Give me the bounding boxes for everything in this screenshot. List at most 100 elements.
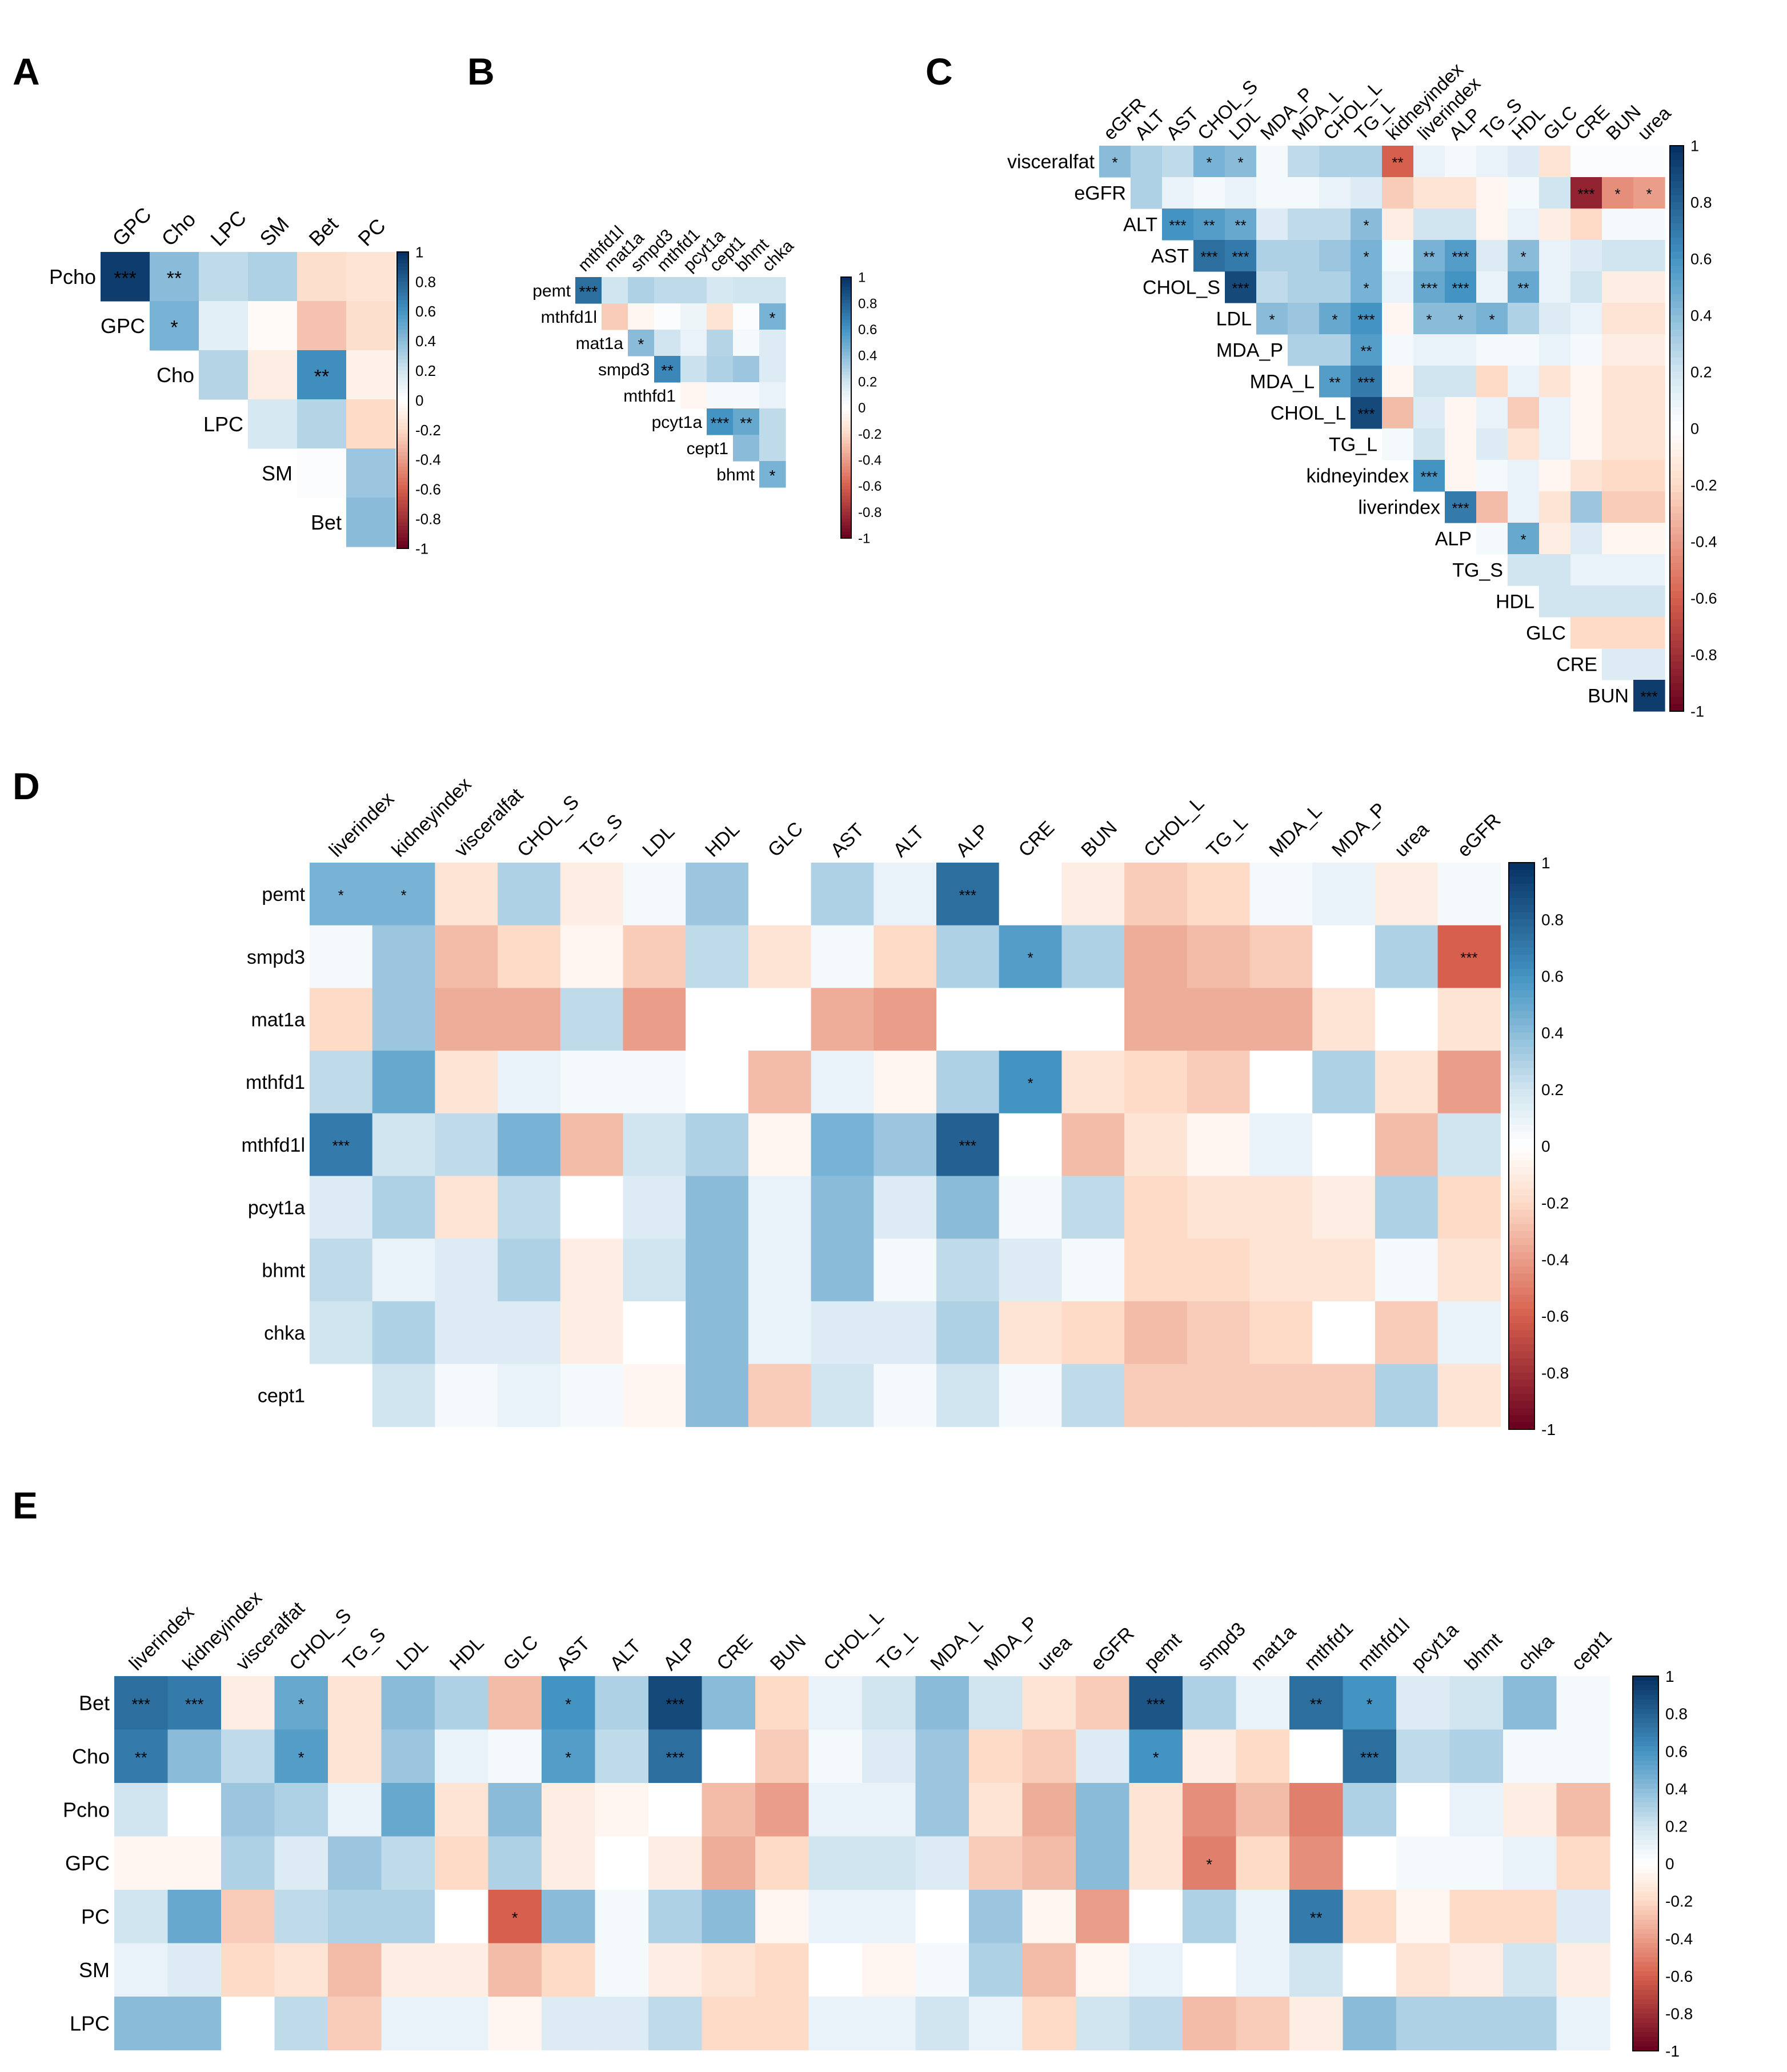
heatmap-cell (759, 277, 786, 304)
heatmap-cell (1539, 240, 1571, 272)
significance-stars: ** (661, 362, 674, 379)
heatmap-cell (1289, 1943, 1344, 1997)
colorbar-tick-label: 0.8 (1665, 1705, 1688, 1723)
significance-stars: *** (131, 1696, 150, 1713)
heatmap-cell (1437, 1176, 1501, 1239)
colorbar-segment (397, 370, 408, 375)
heatmap-cell (221, 1676, 275, 1730)
colorbar-segment (1670, 251, 1684, 259)
heatmap-cell (915, 1997, 969, 2051)
heatmap-cell (733, 277, 760, 304)
heatmap-cell (328, 1729, 382, 1784)
heatmap-cell (1129, 1676, 1183, 1730)
colorbar-segment (397, 522, 408, 527)
heatmap-cell (1061, 925, 1125, 988)
heatmap-cell (1129, 1729, 1183, 1784)
heatmap-cell (686, 988, 749, 1051)
heatmap-cell (936, 1176, 1000, 1239)
heatmap-cell (1249, 1239, 1313, 1302)
heatmap-cell (372, 1113, 435, 1177)
colorbar-segment (841, 443, 851, 447)
heatmap-cell (1445, 303, 1477, 335)
heatmap-cell (702, 1997, 756, 2051)
colorbar-tick-label: -0.2 (1541, 1194, 1569, 1212)
heatmap-cell (1476, 271, 1508, 303)
heatmap-cell (1539, 303, 1571, 335)
colorbar-tick-label: -0.4 (858, 453, 882, 468)
colorbar-segment (1670, 527, 1684, 535)
heatmap-cell (1187, 1051, 1251, 1114)
heatmap-cell (1343, 1836, 1397, 1890)
heatmap-cell (1249, 1051, 1313, 1114)
colorbar-segment (397, 296, 408, 300)
row-label: cept1 (258, 1385, 305, 1407)
heatmap-cell (755, 1836, 810, 1890)
colorbar-segment (1633, 1887, 1658, 1892)
heatmap-cell (1382, 366, 1414, 398)
significance-stars: * (565, 1696, 571, 1713)
colorbar-segment (841, 414, 851, 418)
heatmap-cell (808, 1997, 863, 2051)
heatmap-cell (1256, 146, 1288, 178)
colorbar-segment (1509, 1153, 1534, 1161)
heatmap-cell (1413, 397, 1445, 429)
colorbar-segment (1670, 640, 1684, 648)
colorbar-segment (1633, 1690, 1658, 1696)
heatmap-cell (1437, 1239, 1501, 1302)
heatmap-cell (1312, 988, 1376, 1051)
colorbar-segment (1509, 1053, 1534, 1061)
heatmap-cell (1312, 1239, 1376, 1302)
heatmap-cell (1343, 1676, 1397, 1730)
heatmap-cell (114, 1997, 169, 2051)
heatmap-cell (1556, 1729, 1610, 1784)
significance-stars: *** (1420, 468, 1437, 485)
colorbar-tick-label: 0.8 (1690, 194, 1712, 211)
significance-stars: * (1520, 531, 1526, 548)
heatmap-cell (1225, 146, 1257, 178)
heatmap-cell (1124, 1239, 1188, 1302)
heatmap-cell (1351, 209, 1383, 241)
heatmap-cell (199, 301, 249, 351)
colorbar-segment (397, 259, 408, 264)
colorbar-segment (841, 290, 851, 294)
heatmap-cell (602, 303, 628, 330)
colorbar-segment (841, 316, 851, 320)
colorbar-segment (1633, 1924, 1658, 1930)
colorbar-segment (1509, 983, 1534, 991)
heatmap-cell (733, 330, 760, 356)
heatmap-cell (1476, 428, 1508, 460)
colorbar-segment (1633, 1938, 1658, 1943)
colorbar-segment (841, 479, 851, 483)
heatmap-cell (999, 1176, 1062, 1239)
colorbar-segment (397, 507, 408, 512)
colorbar-segment (1509, 1209, 1534, 1217)
heatmap-cell (167, 1943, 222, 1997)
heatmap-cell (1061, 863, 1125, 926)
row-label: mthfd1l (541, 308, 597, 327)
heatmap-cell (1539, 523, 1571, 555)
heatmap-cell (381, 1890, 435, 1944)
colorbar-segment (1509, 912, 1534, 920)
heatmap-cell (372, 988, 435, 1051)
colorbar-segment (397, 270, 408, 275)
colorbar-segment (1509, 933, 1534, 941)
heatmap-cell (1413, 271, 1445, 303)
heatmap-cell (623, 988, 686, 1051)
colorbar-segment (841, 391, 851, 395)
colorbar-tick-label: 0.8 (415, 273, 436, 290)
colorbar-segment (397, 278, 408, 282)
colorbar-segment (1509, 961, 1534, 969)
heatmap-cell (1633, 586, 1665, 618)
row-label: chka (264, 1322, 305, 1344)
heatmap-cell (1503, 1943, 1557, 1997)
heatmap-cell (381, 1676, 435, 1730)
colorbar-segment (1670, 591, 1684, 599)
heatmap-cell (1289, 1729, 1344, 1784)
heatmap-cell (1396, 1890, 1451, 1944)
heatmap-cell (1633, 460, 1665, 492)
column-label: AST (826, 819, 868, 861)
heatmap-cell (274, 1943, 328, 1997)
column-label: CRE (712, 1630, 757, 1675)
heatmap-cell (221, 1836, 275, 1890)
heatmap-cell (1312, 1176, 1376, 1239)
